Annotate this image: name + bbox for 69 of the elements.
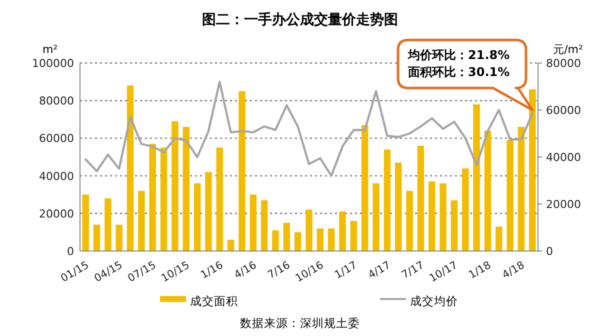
- bar: [104, 198, 112, 251]
- bar: [194, 183, 201, 251]
- bar: [428, 181, 436, 251]
- bar: [496, 226, 502, 251]
- bar: [417, 146, 424, 251]
- bar: [484, 130, 492, 251]
- text: 均价环比：21.8%: [407, 48, 510, 62]
- y-tick-label: 100000: [32, 57, 74, 70]
- bar: [362, 125, 368, 251]
- x-tick-label: 4/17: [366, 259, 393, 282]
- bar: [506, 140, 514, 251]
- y2-tick-label: 60000: [546, 104, 581, 117]
- legend-label: 成交面积: [190, 294, 238, 308]
- bar: [462, 168, 469, 251]
- bar: [529, 89, 536, 251]
- y2-axis-title: 元/m²: [553, 43, 583, 56]
- y-tick-label: 40000: [39, 170, 74, 183]
- bar: [205, 172, 212, 251]
- bar: [283, 222, 290, 251]
- x-tick-label: 4/18: [500, 259, 527, 282]
- legend-label: 成交均价: [410, 294, 458, 308]
- bar: [82, 194, 89, 251]
- y2-tick-label: 40000: [546, 151, 581, 164]
- bar: [440, 183, 446, 251]
- bar: [126, 86, 134, 251]
- bar: [473, 104, 480, 251]
- bar: [339, 212, 346, 251]
- bar: [306, 210, 312, 251]
- bar: [316, 228, 324, 251]
- bar: [272, 230, 279, 251]
- y-tick-label: 80000: [39, 94, 74, 108]
- y-tick-label: 60000: [39, 132, 74, 146]
- chart-title: 图二：一手办公成交量价走势图: [202, 11, 398, 28]
- bar: [250, 194, 256, 251]
- bar: [149, 144, 156, 251]
- bar: [238, 91, 246, 251]
- bar: [406, 190, 413, 251]
- y-tick-label: 20000: [39, 207, 74, 220]
- bar: [395, 162, 402, 251]
- bar: [138, 190, 145, 251]
- bar: [518, 126, 525, 251]
- x-tick-label: 7/17: [400, 259, 426, 282]
- y2-tick-label: 0: [546, 245, 553, 258]
- bar: [372, 183, 380, 251]
- x-tick-label: 1/18: [466, 259, 494, 282]
- x-tick-label: 1/17: [332, 259, 360, 282]
- y2-tick-label: 80000: [546, 57, 581, 70]
- bar: [450, 200, 458, 251]
- source-note: 数据来源：深圳规土委: [240, 316, 360, 330]
- x-tick-label: 1/16: [198, 259, 226, 282]
- bar: [294, 232, 302, 251]
- bar: [328, 228, 335, 251]
- x-tick-label: 7/16: [266, 259, 292, 282]
- y-tick-label: 0: [67, 245, 74, 258]
- bar: [172, 121, 178, 251]
- y-axis-title: m²: [42, 43, 58, 56]
- bar: [182, 126, 190, 251]
- bar: [216, 148, 223, 251]
- line-series: [84, 80, 534, 177]
- bar: [116, 224, 122, 251]
- y2-tick-label: 20000: [546, 198, 581, 211]
- bar: [160, 148, 168, 251]
- annotation: 面积环比：30.1%: [407, 65, 510, 79]
- x-tick-label: 4/16: [232, 259, 259, 282]
- bar: [384, 149, 391, 251]
- bar: [93, 224, 100, 251]
- bar: [260, 200, 268, 251]
- bar: [350, 220, 358, 251]
- bar: [227, 240, 234, 251]
